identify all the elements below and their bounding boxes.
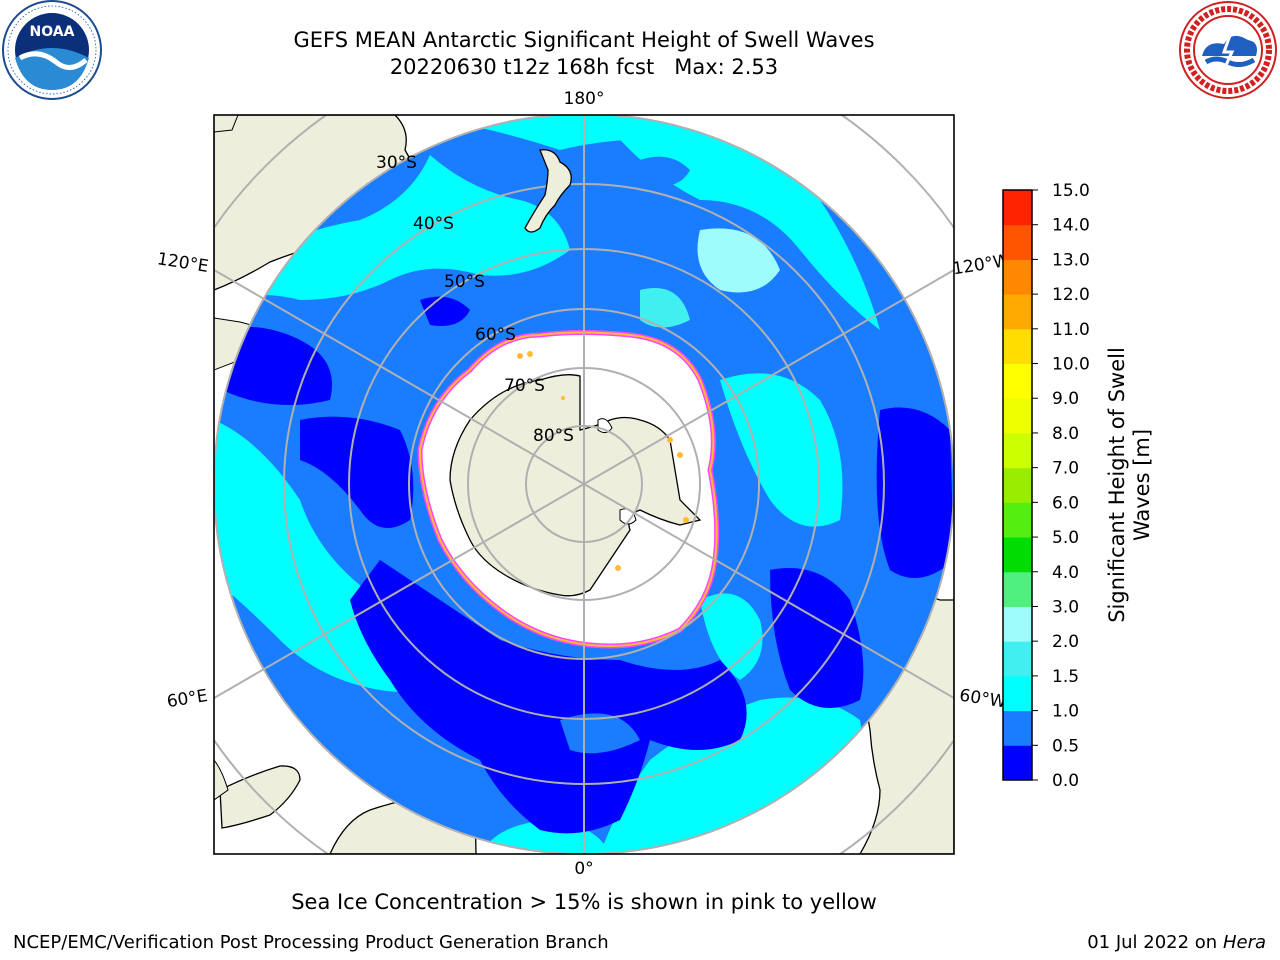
lon-label-60w: 60°W (958, 686, 1008, 713)
colorbar-label: Significant Height of Swell Waves [m] (1105, 347, 1154, 623)
colorbar-tick-label: 1.5 (1052, 667, 1079, 687)
colorbar-tick-label: 12.0 (1052, 285, 1090, 305)
colorbar-tick-label: 2.0 (1052, 632, 1079, 652)
lat-label-60s: 60°S (475, 325, 516, 345)
colorbar-tick-label: 8.0 (1052, 424, 1079, 444)
footer-date: 01 Jul 2022 on Hera (1087, 932, 1266, 954)
colorbar (1002, 189, 1033, 781)
lat-label-70s: 70°S (504, 376, 545, 396)
colorbar-tick-label: 3.0 (1052, 597, 1079, 617)
colorbar-tick-label: 10.0 (1052, 355, 1090, 375)
map-panel (214, 115, 954, 854)
noaa-logo-text: NOAA (30, 24, 75, 40)
lon-label-0: 0° (574, 859, 593, 879)
colorbar-segment (1003, 745, 1032, 781)
colorbar-segment (1003, 641, 1032, 677)
lat-label-50s: 50°S (444, 272, 485, 292)
colorbar-segment (1003, 606, 1032, 642)
colorbar-tick-label: 14.0 (1052, 216, 1090, 236)
footer-machine: Hera (1222, 932, 1266, 953)
colorbar-tick-label: 4.0 (1052, 563, 1079, 583)
colorbar-tick-label: 0.0 (1052, 771, 1079, 791)
colorbar-segment (1003, 294, 1032, 330)
colorbar-tick-label: 6.0 (1052, 493, 1079, 513)
national-weather-service-logo (1179, 1, 1277, 99)
noaa-logo: NOAA (2, 0, 102, 100)
colorbar-tick-label: 9.0 (1052, 389, 1079, 409)
colorbar-segment (1003, 675, 1032, 712)
footer-date-text: 01 Jul 2022 on (1087, 932, 1223, 953)
lon-label-60e: 60°E (165, 686, 209, 712)
chart-subtitle: 20220630 t12z 168h fcst Max: 2.53 (389, 55, 779, 79)
colorbar-segment (1003, 224, 1032, 260)
colorbar-tick-label: 13.0 (1052, 250, 1090, 270)
colorbar-label-line1: Significant Height of Swell (1105, 347, 1129, 623)
footer-credit: NCEP/EMC/Verification Post Processing Pr… (13, 932, 609, 953)
graticule (214, 115, 954, 854)
colorbar-tick-label: 11.0 (1052, 320, 1090, 340)
colorbar-segment (1003, 710, 1032, 746)
colorbar-segment (1003, 398, 1032, 434)
colorbar-label-line2: Waves [m] (1130, 429, 1154, 541)
lon-label-180: 180° (564, 89, 605, 109)
sea-ice-note: Sea Ice Concentration > 15% is shown in … (291, 890, 877, 914)
lat-label-80s: 80°S (533, 426, 574, 446)
colorbar-frame (1002, 189, 1033, 781)
colorbar-segment (1003, 537, 1032, 573)
colorbar-tick-label: 15.0 (1052, 181, 1090, 201)
lat-label-30s: 30°S (376, 153, 417, 173)
map-frame (213, 114, 955, 855)
chart-title: GEFS MEAN Antarctic Significant Height o… (293, 28, 875, 52)
latitude-labels: 30°S 40°S 50°S 60°S 70°S 80°S (376, 153, 574, 446)
colorbar-segment (1003, 328, 1032, 365)
colorbar-ticks: 0.0 0.5 1.0 1.5 2.0 3.0 4.0 5.0 6.0 7.0 8.0 9.0 10.0… (1032, 181, 1090, 791)
colorbar-segment (1003, 571, 1032, 607)
colorbar-tick-label: 7.0 (1052, 459, 1079, 479)
lat-label-40s: 40°S (413, 214, 454, 234)
colorbar-segment (1003, 467, 1032, 503)
colorbar-segment (1003, 363, 1032, 399)
colorbar-segment (1003, 190, 1032, 226)
colorbar-tick-label: 5.0 (1052, 528, 1079, 548)
lon-label-120e: 120°E (156, 249, 210, 277)
colorbar-segment (1003, 502, 1032, 538)
colorbar-segment (1003, 259, 1032, 295)
colorbar-tick-label: 0.5 (1052, 736, 1079, 756)
colorbar-tick-label: 1.0 (1052, 702, 1079, 722)
colorbar-segment (1003, 432, 1032, 469)
